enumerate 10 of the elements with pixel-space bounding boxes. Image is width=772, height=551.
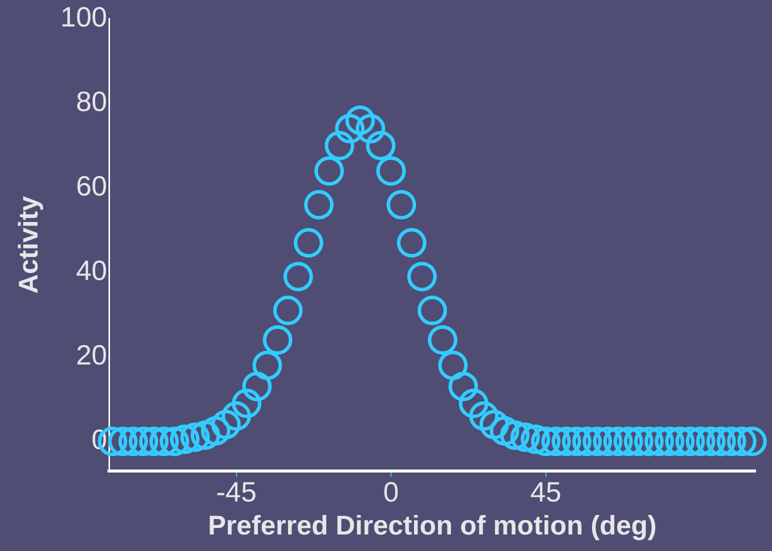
y-tick-label: 40 — [76, 255, 108, 286]
x-tick-label: 45 — [530, 476, 562, 508]
y-tick-label: 20 — [76, 340, 108, 371]
x-tick-label: 0 — [383, 476, 399, 508]
x-axis-title: Preferred Direction of motion (deg) — [208, 510, 657, 540]
y-axis-title: Activity — [14, 196, 44, 294]
y-tick-label: 80 — [76, 86, 108, 118]
y-tick-label: 100 — [60, 2, 108, 33]
y-tick-label: 60 — [76, 170, 108, 202]
x-tick-label: -45 — [216, 476, 257, 508]
